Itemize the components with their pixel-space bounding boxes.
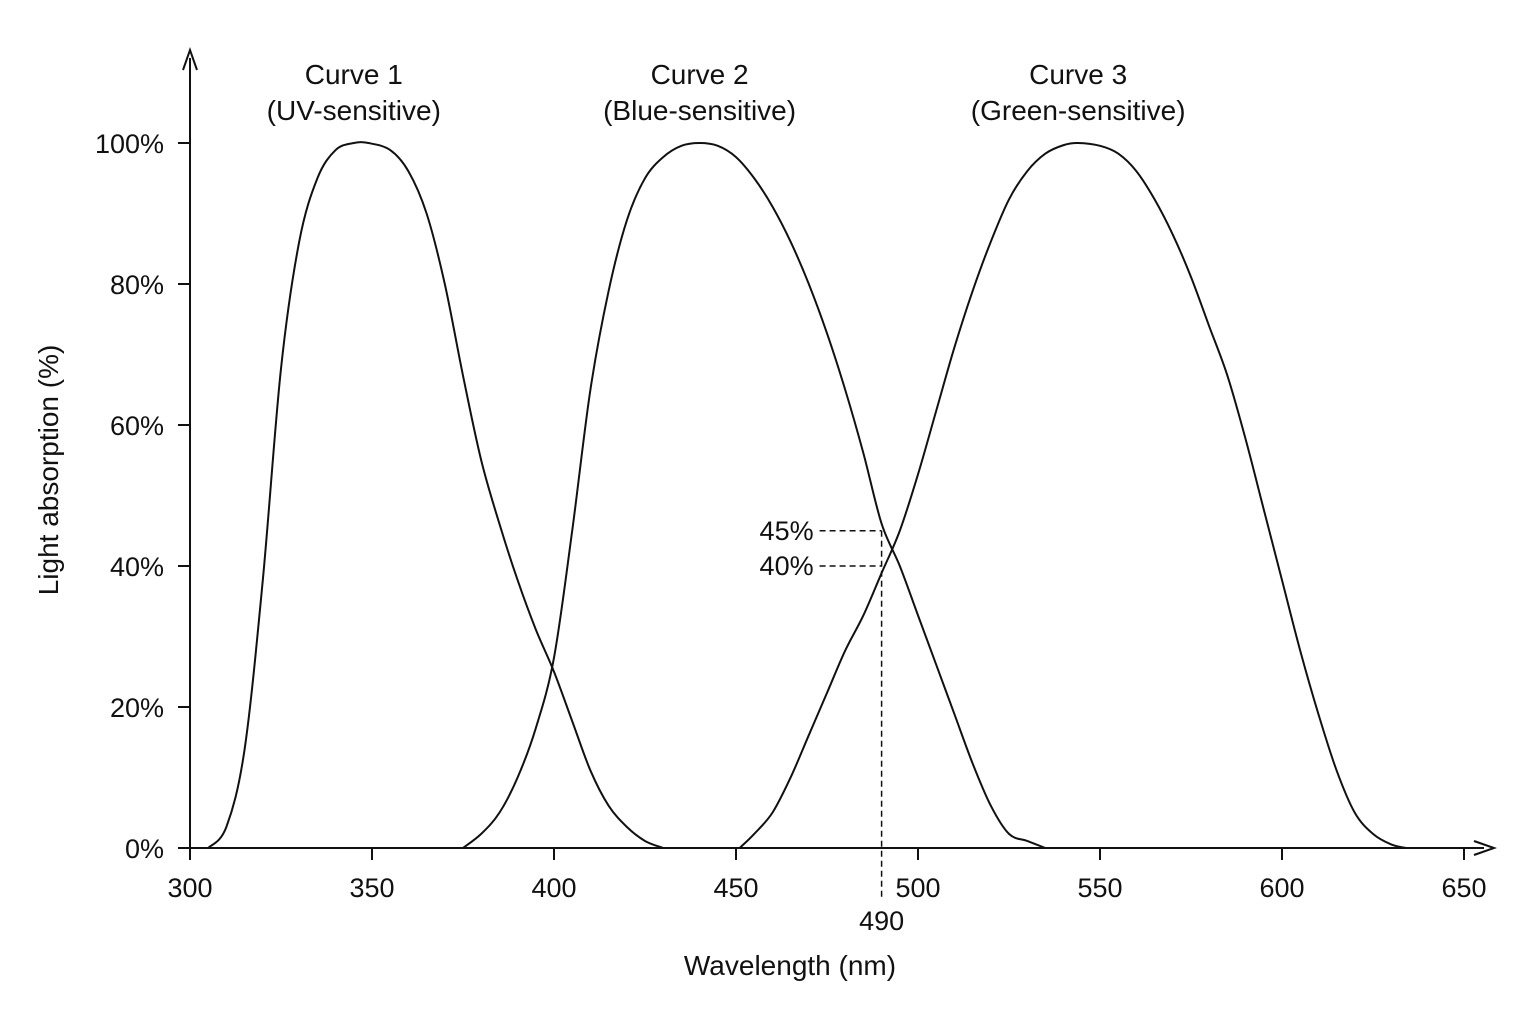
x-ticks: 300 350 400 450 500 550 600 650	[167, 848, 1487, 903]
y-axis-arrow-icon	[182, 46, 198, 71]
curve-3-name: Curve 3	[1029, 59, 1127, 90]
x-axis-arrow-icon	[1473, 840, 1498, 856]
x-tick-label: 400	[531, 873, 576, 903]
curve-labels: Curve 1 (UV-sensitive) Curve 2 (Blue-sensit…	[267, 59, 1186, 126]
curves	[207, 141, 1406, 849]
x-tick-label: 500	[895, 873, 940, 903]
y-tick-label: 40%	[110, 552, 164, 582]
x-axis-title: Wavelength (nm)	[684, 950, 896, 981]
curve-1-name: Curve 1	[305, 59, 403, 90]
level-label: 45%	[760, 516, 814, 546]
y-ticks: 0% 20% 40% 60% 80% 100%	[95, 129, 190, 864]
curve-2-sensitivity: (Blue-sensitive)	[603, 95, 796, 126]
curve-3-line	[738, 141, 1406, 849]
x-marker-label: 490	[859, 906, 904, 936]
x-tick-label: 450	[713, 873, 758, 903]
x-tick-label: 600	[1259, 873, 1304, 903]
y-tick-label: 100%	[95, 129, 164, 159]
guides: 490 45% 40%	[760, 516, 905, 936]
curve-2-name: Curve 2	[651, 59, 749, 90]
curve-1-line	[207, 141, 664, 849]
curve-3-sensitivity: (Green-sensitive)	[971, 95, 1186, 126]
y-tick-label: 0%	[125, 834, 164, 864]
curve-2-line	[462, 141, 1046, 849]
level-label: 40%	[760, 551, 814, 581]
y-tick-label: 60%	[110, 411, 164, 441]
y-tick-label: 80%	[110, 270, 164, 300]
x-tick-label: 650	[1441, 873, 1486, 903]
y-axis-title: Light absorption (%)	[33, 345, 64, 596]
curve-1-sensitivity: (UV-sensitive)	[267, 95, 441, 126]
x-tick-label: 550	[1077, 873, 1122, 903]
x-tick-label: 300	[167, 873, 212, 903]
x-tick-label: 350	[349, 873, 394, 903]
y-tick-label: 20%	[110, 693, 164, 723]
